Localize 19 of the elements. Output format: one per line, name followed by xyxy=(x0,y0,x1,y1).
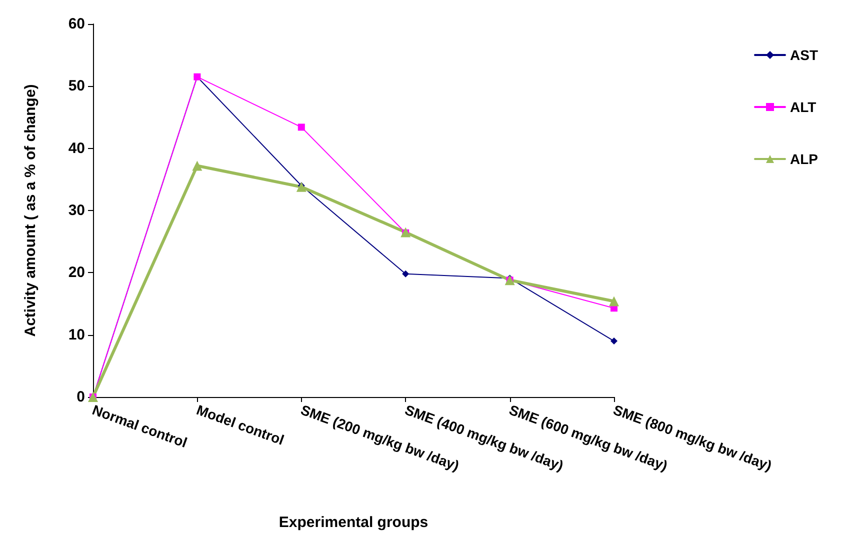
y-axis-title: Activity amount ( as a % of change) xyxy=(22,84,39,337)
point xyxy=(296,182,306,192)
y-tick-label: 10 xyxy=(68,326,85,344)
legend-label: ALT xyxy=(790,99,817,115)
point xyxy=(402,270,410,278)
x-axis-title: Experimental groups xyxy=(278,514,428,531)
y-tick-label: 20 xyxy=(68,264,85,282)
y-tick-label: 30 xyxy=(68,202,85,219)
y-tick-label: 40 xyxy=(68,140,85,157)
point xyxy=(192,160,202,171)
legend-label: ALP xyxy=(790,151,818,167)
y-tick-label: 0 xyxy=(76,388,85,406)
y-tick-label: 50 xyxy=(68,78,85,95)
point xyxy=(610,338,618,345)
point xyxy=(609,296,619,306)
y-tick-label: 60 xyxy=(68,16,85,32)
point xyxy=(298,124,305,131)
legend-label: AST xyxy=(790,47,818,63)
x-tick-label: Model control xyxy=(194,401,286,448)
